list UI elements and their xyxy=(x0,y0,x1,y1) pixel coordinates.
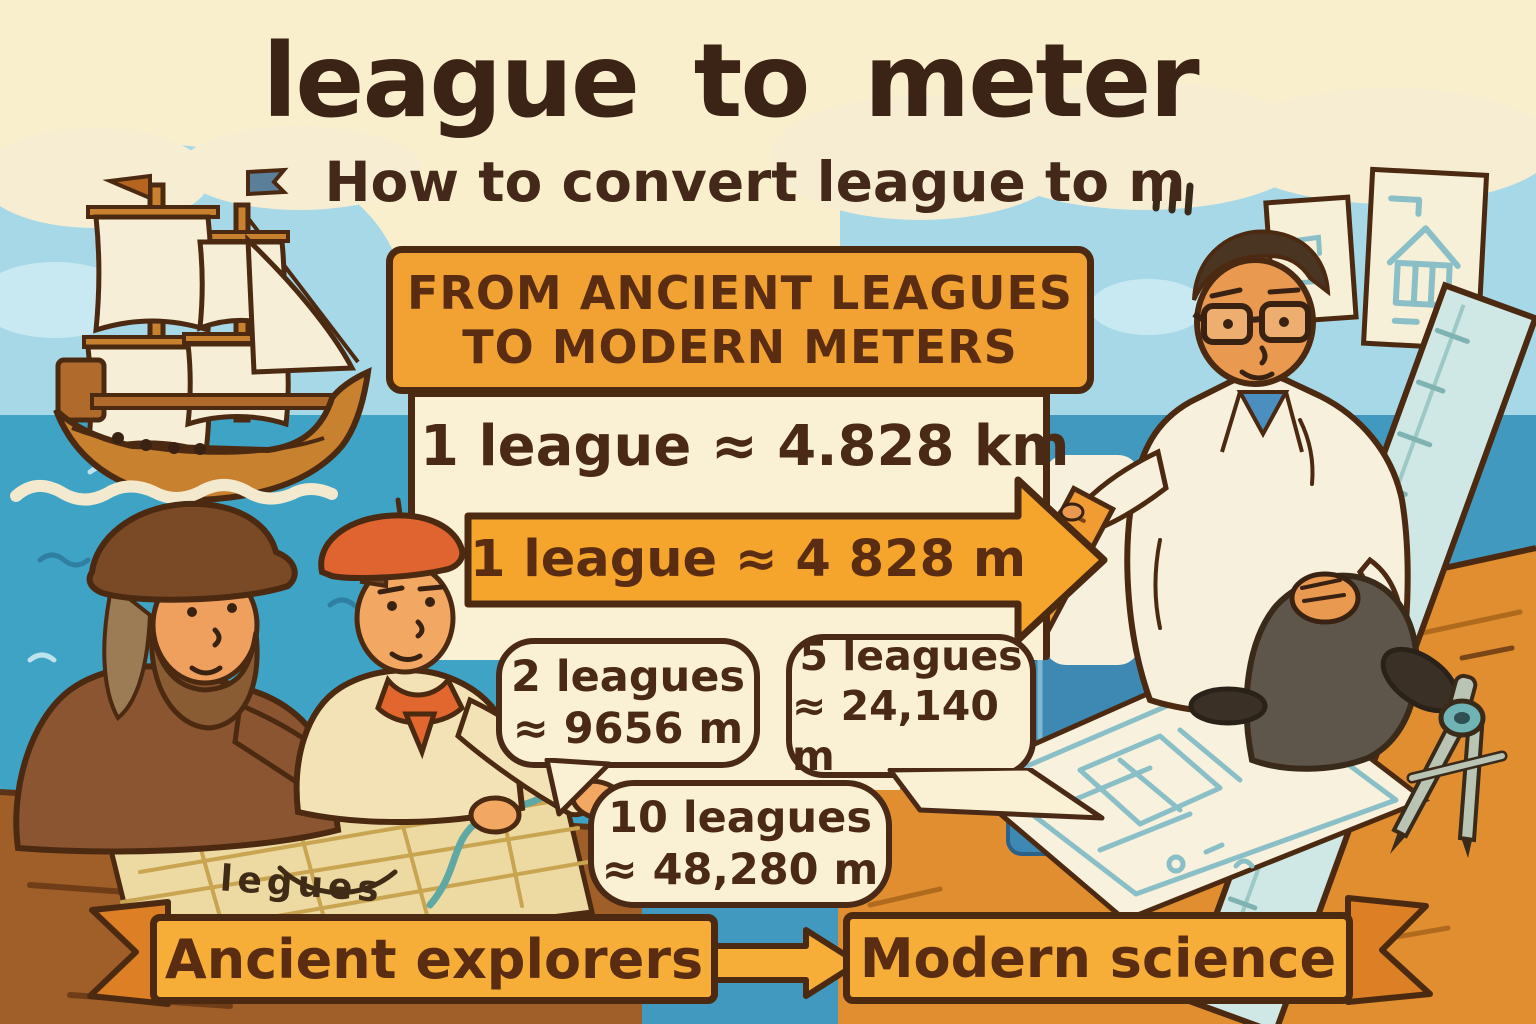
bubble-2-leagues: 2 leagues ≈ 9656 m xyxy=(496,638,760,768)
right-arrow-shape xyxy=(464,476,1108,644)
bubble-5-tail xyxy=(887,768,1105,821)
beard xyxy=(149,629,260,731)
banner-line-2: TO MODERN METERS xyxy=(462,320,1018,374)
kneeling-legs xyxy=(1243,572,1420,772)
ribbon-right-label: Modern science xyxy=(859,926,1337,990)
bubble-2-tail xyxy=(544,758,612,817)
headline-banner: FROM ANCIENT LEAGUES TO MODERN METERS xyxy=(386,246,1094,394)
map-route xyxy=(277,865,398,895)
ribbon-left-label: Ancient explorers xyxy=(164,927,704,991)
red-beret xyxy=(318,512,466,581)
drafting-compass xyxy=(1390,673,1508,858)
page-title: league to meter xyxy=(262,22,1199,141)
ship-flag-right xyxy=(246,167,289,197)
conversion-km-text: 1 league ≈ 4.828 km xyxy=(420,414,1070,479)
bubble-5-leagues: 5 leagues ≈ 24,140 m xyxy=(786,631,1036,781)
ribbon-ancient-explorers: Ancient explorers xyxy=(150,914,718,1004)
long-hair xyxy=(102,581,153,722)
banner-line-1: FROM ANCIENT LEAGUES xyxy=(406,265,1074,320)
bubble-2-line-1: 2 leagues xyxy=(511,651,745,702)
ribbon-fold-right xyxy=(1345,895,1433,1005)
ship-flag-left xyxy=(102,173,152,202)
bubble-5-line-2: ≈ 24,140 m xyxy=(792,682,999,781)
foam-wave xyxy=(10,479,338,506)
conversion-m-text: 1 league ≈ 4 828 m xyxy=(470,530,1026,589)
shirt-collar xyxy=(1236,390,1290,439)
scientist-hair xyxy=(1192,229,1331,301)
bubble-2-line-2: ≈ 9656 m xyxy=(512,704,744,754)
bubble-10-leagues: 10 leagues ≈ 48,280 m xyxy=(588,780,892,908)
bubble-5-line-1: 5 leagues xyxy=(799,631,1023,680)
resting-hand xyxy=(468,795,522,835)
neckerchief xyxy=(375,674,466,726)
shoe-left xyxy=(1188,686,1268,726)
sailing-ship xyxy=(10,167,372,506)
thumb xyxy=(1059,502,1085,522)
footer-arrow xyxy=(697,927,861,999)
ribbon-modern-science: Modern science xyxy=(843,912,1353,1004)
wide-brim-hat xyxy=(86,500,298,603)
bubble-10-line-1: 10 leagues xyxy=(608,792,872,843)
bubble-10-line-2: ≈ 48,280 m xyxy=(601,845,879,895)
wall-marks xyxy=(1152,178,1194,216)
page-subtitle: How to convert league to m xyxy=(324,150,1186,214)
